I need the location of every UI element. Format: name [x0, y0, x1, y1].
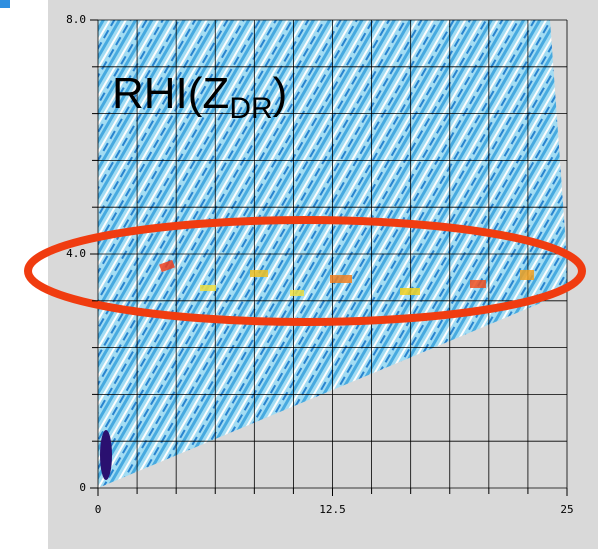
- title-subscript: DR: [229, 92, 272, 125]
- y-tick-label: 4.0: [66, 247, 86, 260]
- corner-strip: [0, 0, 10, 8]
- y-tick-label: 8.0: [66, 13, 86, 26]
- chart: RHI(ZDR) 0 12.5 25 0 4.0 8.0: [0, 0, 598, 549]
- x-tick-label: 12.5: [319, 503, 346, 516]
- x-tick-label: 25: [560, 503, 573, 516]
- title-main: RHI(Z: [112, 69, 229, 118]
- x-tick-label: 0: [95, 503, 102, 516]
- near-field-echo: [100, 430, 112, 480]
- title-suffix: ): [273, 69, 288, 118]
- y-tick-label: 0: [79, 481, 86, 494]
